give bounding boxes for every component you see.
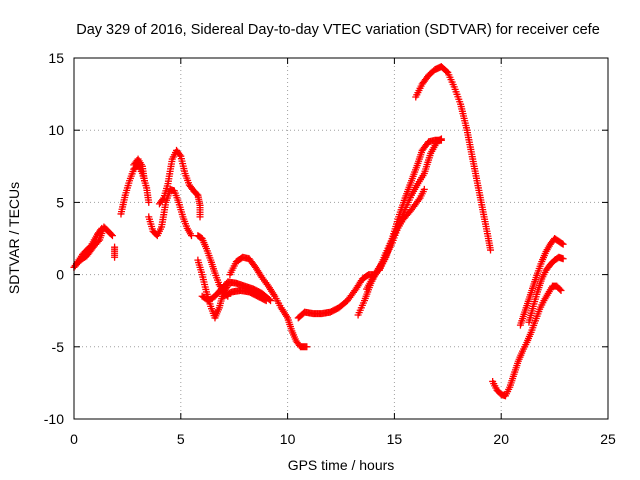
data-point [108, 232, 116, 240]
data-point [98, 224, 106, 232]
y-tick-label: 5 [56, 194, 64, 210]
data-point [559, 240, 567, 248]
series-track-20 [525, 253, 567, 326]
x-axis-label: GPS time / hours [288, 457, 395, 473]
data-point [159, 196, 167, 204]
series-track-17 [412, 63, 495, 254]
data-point [111, 253, 119, 261]
series-track-11 [220, 286, 270, 305]
x-tick-label: 5 [177, 431, 185, 447]
data-point [415, 196, 423, 204]
data-point [557, 286, 565, 294]
series-track-6 [145, 185, 195, 240]
grid-lines [74, 58, 608, 419]
data-point [196, 213, 204, 221]
series-track-12 [226, 253, 311, 351]
data-point [187, 232, 195, 240]
data-point [558, 240, 566, 248]
y-tick-label: -10 [44, 411, 64, 427]
data-point [437, 136, 445, 144]
data-point [556, 285, 564, 293]
data-point [559, 255, 567, 263]
y-tick-label: 15 [48, 50, 64, 66]
y-axis-label: SDTVAR / TECUs [6, 182, 22, 294]
series-track-16 [375, 136, 445, 274]
x-tick-label: 20 [493, 431, 509, 447]
series-track-19 [516, 235, 567, 329]
chart-title: Day 329 of 2016, Sidereal Day-to-day VTE… [76, 22, 600, 38]
series-track-2 [70, 224, 106, 271]
series-track-15 [363, 185, 428, 293]
plot-frame [73, 57, 609, 420]
x-tick-label: 10 [280, 431, 296, 447]
data-point [303, 343, 311, 351]
series-track-7 [155, 146, 204, 221]
series-track-5 [130, 155, 148, 185]
data-point [262, 297, 270, 305]
data-point [193, 190, 201, 198]
series-track-4 [117, 161, 153, 218]
data-point [140, 177, 148, 185]
x-tick-label: 0 [70, 431, 78, 447]
data-point [176, 151, 184, 159]
series-track-3 [111, 243, 119, 261]
tick-labels: 0 5 10 15 20 25 -10 -5 0 5 10 15 [44, 50, 616, 447]
x-tick-label: 25 [600, 431, 616, 447]
x-tick-label: 15 [387, 431, 403, 447]
axis-ticks [73, 57, 609, 420]
data-markers [70, 63, 567, 400]
data-point [487, 246, 495, 254]
data-point [97, 226, 105, 234]
y-tick-label: 10 [48, 122, 64, 138]
data-point [420, 185, 428, 193]
series-track-18 [489, 282, 565, 400]
data-point [107, 231, 115, 239]
y-tick-label: -5 [52, 339, 65, 355]
data-point [145, 198, 153, 206]
y-tick-label: 0 [56, 267, 64, 283]
